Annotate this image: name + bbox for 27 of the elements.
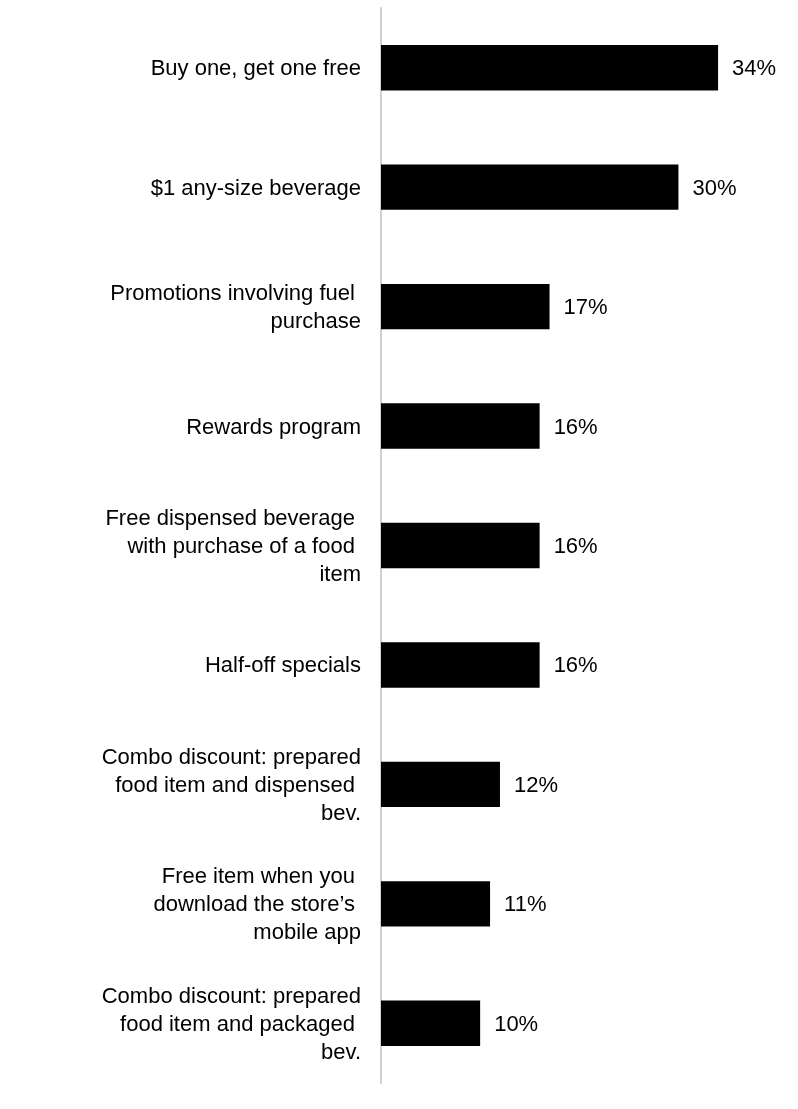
y-tick-label: Half-off specials [204, 652, 361, 678]
bar [381, 403, 540, 449]
bar [381, 1000, 481, 1046]
y-tick-label: $1 any-size beverage [150, 174, 361, 200]
bar [381, 45, 719, 91]
bar [381, 881, 491, 927]
data-label: 16% [553, 533, 598, 558]
bar [381, 283, 550, 330]
y-tick-label: Free item when you download the store’s mobile app [153, 863, 361, 945]
data-label: 17% [563, 294, 608, 320]
y-tick-label: Promotions involving fuel purchase [110, 280, 361, 334]
bar [381, 761, 500, 808]
y-tick-label: Rewards program [186, 413, 361, 439]
data-label: 11% [504, 891, 547, 917]
y-tick-label: Combo discount: prepared food item and packaged bev. [101, 982, 361, 1064]
data-label: 12% [513, 771, 559, 797]
y-tick-label: Buy one, get one free [150, 55, 361, 81]
bar [381, 642, 540, 688]
data-label: 34% [732, 55, 777, 81]
y-tick-label: Free dispensed beverage with purchase of a food item [105, 505, 361, 586]
y-tick-label: Combo discount: prepared food item and dispensed bev. [101, 743, 361, 825]
bar [381, 522, 540, 569]
data-label: 30% [692, 174, 737, 200]
data-label: 16% [553, 652, 598, 678]
data-label: 10% [494, 1010, 539, 1036]
bar [381, 164, 679, 210]
data-label: 16% [553, 413, 598, 439]
